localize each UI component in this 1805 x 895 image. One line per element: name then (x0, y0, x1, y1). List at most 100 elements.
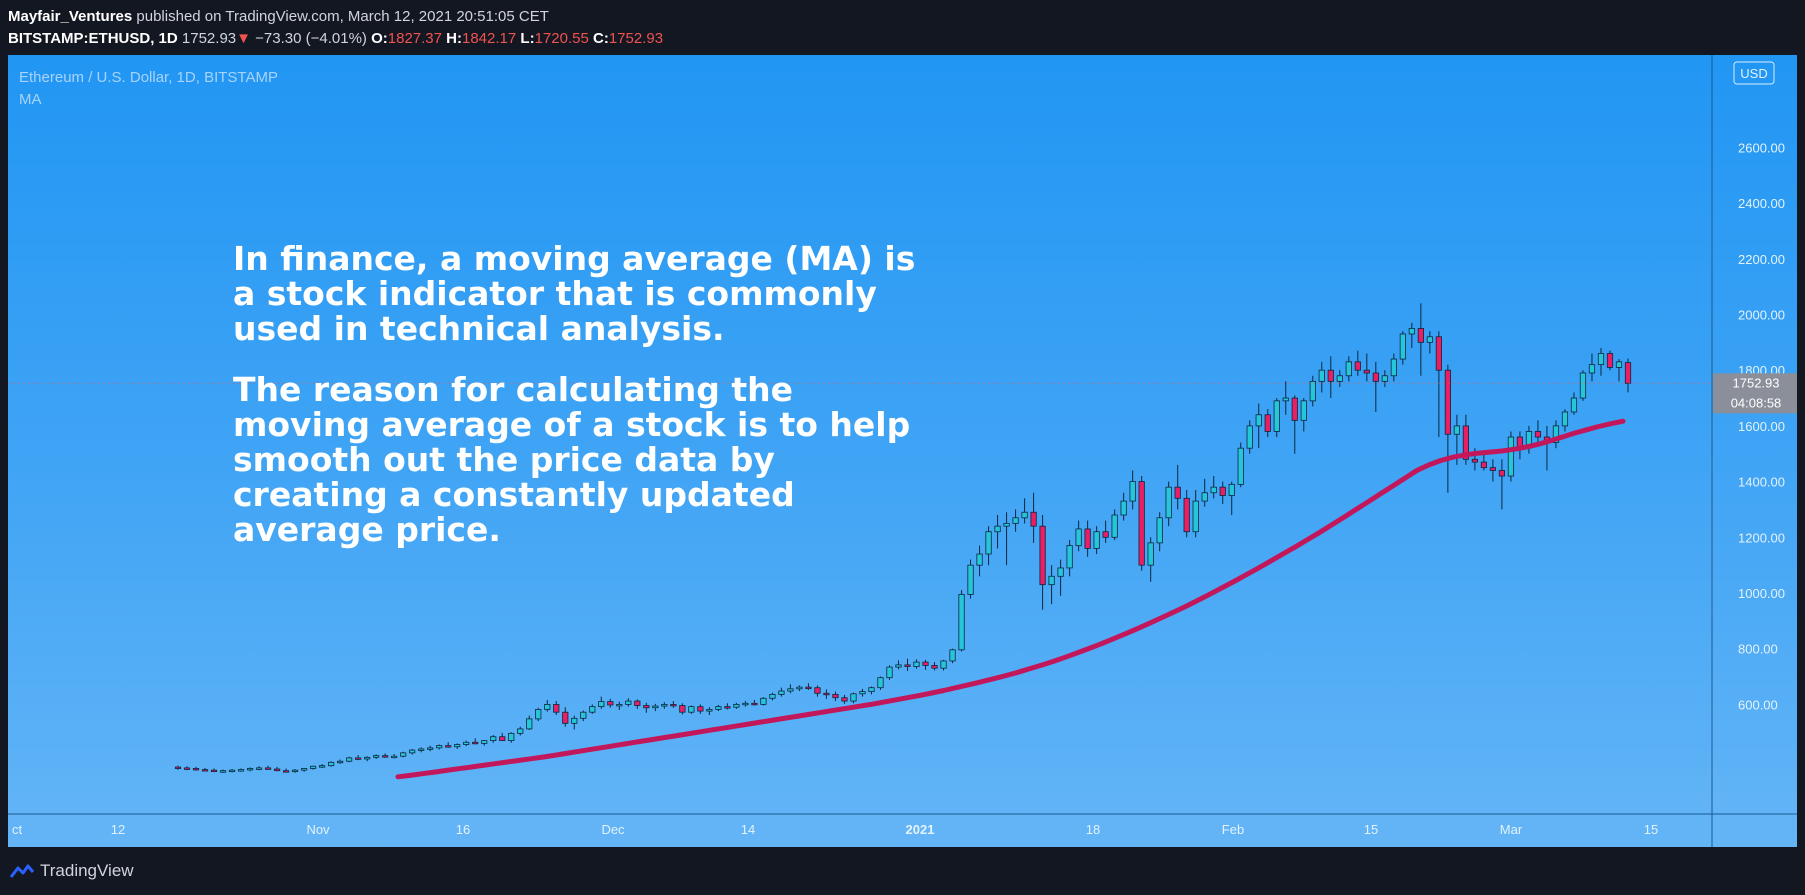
candle-body (1624, 362, 1632, 384)
candle (391, 753, 398, 759)
candle-body (1399, 333, 1406, 360)
candle (1408, 322, 1415, 348)
candle (904, 658, 911, 671)
candle (940, 659, 947, 671)
low-value: 1720.55 (534, 30, 589, 47)
candle-body (733, 704, 740, 708)
candle (859, 688, 866, 697)
candle-body (237, 769, 245, 772)
candle (1183, 489, 1190, 538)
candle (1597, 347, 1605, 376)
legend-indicator[interactable]: MA (19, 91, 42, 108)
candle-body (373, 755, 380, 758)
candle (337, 759, 344, 764)
candle (580, 710, 587, 722)
close-value: 1752.93 (608, 30, 664, 47)
candle (535, 707, 542, 722)
candle (1399, 331, 1406, 365)
legend-title[interactable]: Ethereum / U.S. Dollar, 1D, BITSTAMP (19, 69, 278, 86)
candle (832, 691, 839, 702)
currency-badge[interactable] (1733, 61, 1775, 85)
price-tick-label: 1200.00 (1738, 530, 1785, 545)
candle-body (832, 693, 839, 699)
candle-body (210, 769, 218, 773)
high-value: 1842.17 (462, 30, 517, 47)
candle-body (445, 745, 452, 748)
candle-body (418, 748, 425, 751)
candle-body (886, 666, 893, 679)
candle (598, 696, 605, 709)
candle (778, 687, 785, 697)
candle (589, 704, 596, 714)
candle-body (183, 767, 191, 770)
currency-label: USD (1740, 66, 1767, 81)
brand[interactable]: TradingView (10, 861, 134, 881)
candle (724, 703, 731, 710)
ohlc-line: BITSTAMP:ETHUSD, 1D 1752.93▼ −73.30 (−4.… (8, 30, 663, 47)
candle (1336, 370, 1343, 387)
price-chart[interactable]: 600.00 800.00 1000.00 1200.00 1400.00 1600.00… (8, 55, 1797, 847)
publish-date: published on TradingView.com, March 12, … (136, 8, 549, 25)
candle-body (499, 736, 506, 742)
candle (1444, 364, 1451, 493)
candle (1048, 565, 1055, 605)
candle (616, 701, 623, 710)
price-tick-label: 2400.00 (1738, 196, 1785, 211)
candle-body (1111, 514, 1118, 538)
candle-body (1363, 369, 1370, 374)
candle (300, 767, 308, 772)
chart-area[interactable]: 600.00 800.00 1000.00 1200.00 1400.00 1600.00… (8, 55, 1797, 847)
candle (427, 745, 434, 752)
candle-body (553, 704, 560, 713)
symbol-label[interactable]: BITSTAMP:ETHUSD, 1D (8, 30, 178, 47)
candle (1120, 492, 1127, 521)
price-tick-label: 600.00 (1738, 697, 1778, 712)
candle-body (1345, 361, 1352, 377)
author-name[interactable]: Mayfair_Ventures (8, 8, 133, 25)
candle-body (1210, 486, 1217, 494)
candle-body (706, 709, 713, 712)
candle (742, 701, 749, 707)
candle-body (526, 718, 533, 730)
publish-info: Mayfair_Ventures published on TradingVie… (8, 8, 549, 25)
candle (1102, 520, 1109, 543)
candle (931, 662, 938, 671)
candle-body (309, 765, 317, 769)
annotation-paragraph-1: In finance, a moving average (MA) is a s… (233, 239, 916, 348)
candle (841, 694, 848, 704)
candle-body (1138, 481, 1145, 566)
candle (1435, 331, 1442, 438)
candle (1417, 303, 1424, 376)
candle-body (463, 741, 470, 745)
candle-body (913, 661, 920, 667)
candle (1210, 476, 1217, 499)
candle (373, 754, 380, 759)
candle-body (1417, 328, 1424, 343)
candle-body (697, 706, 704, 712)
candle (1246, 420, 1253, 454)
candle-body (1255, 414, 1262, 427)
candle-body (517, 728, 524, 734)
candle (769, 692, 776, 701)
time-axis[interactable]: ct 12 Nov 16 Dec 14 2021 18 Feb 15 Mar 15 (12, 822, 1658, 837)
candle-body (661, 704, 668, 707)
time-tick-label: Nov (306, 822, 330, 837)
open-label: O: (371, 30, 388, 47)
candle-body (976, 553, 983, 566)
price-axis[interactable]: 600.00 800.00 1000.00 1200.00 1400.00 1600.00… (1738, 140, 1785, 712)
candle-body (1201, 492, 1208, 502)
candle (922, 659, 929, 670)
candle-body (571, 717, 578, 724)
candle-body (1309, 380, 1316, 402)
candle-body (1264, 414, 1271, 432)
candle (1138, 476, 1145, 571)
candle (526, 715, 533, 731)
candle-body (535, 709, 542, 720)
candle (634, 699, 641, 709)
candle (309, 765, 317, 770)
annotation-text: In finance, a moving average (MA) is a s… (233, 241, 933, 573)
candle (958, 590, 965, 652)
candle-body (895, 664, 902, 668)
candle (1561, 409, 1569, 432)
candle (445, 742, 452, 748)
